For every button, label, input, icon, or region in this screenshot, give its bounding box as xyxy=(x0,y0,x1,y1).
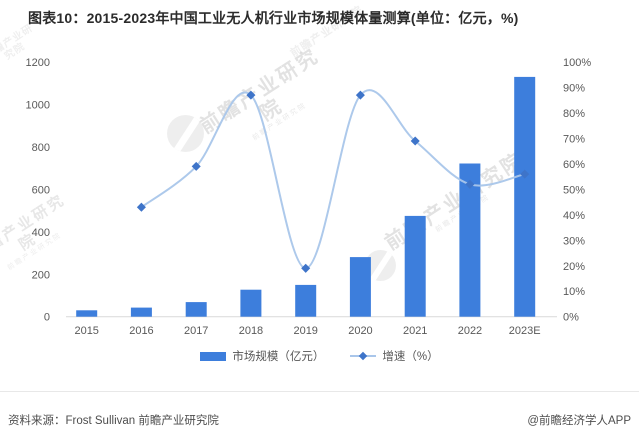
x-axis-label-2016: 2016 xyxy=(129,325,153,337)
bar-2021 xyxy=(404,215,426,317)
left-axis-tick: 1200 xyxy=(26,57,50,69)
right-axis-tick: 40% xyxy=(563,210,585,222)
growth-marker-2019 xyxy=(301,263,311,273)
right-axis-tick: 20% xyxy=(563,261,585,273)
growth-marker-2016 xyxy=(136,202,146,212)
growth-marker-2017 xyxy=(191,161,201,171)
left-axis-tick: 400 xyxy=(32,227,50,239)
x-axis-label-2015: 2015 xyxy=(74,325,98,337)
legend-item-growth[interactable]: 增速（%） xyxy=(350,348,439,364)
line-swatch-diamond-icon xyxy=(359,351,368,361)
footer: 资料来源：Frost Sullivan 前瞻产业研究院 @前瞻经济学人APP xyxy=(8,412,631,428)
right-axis-tick: 10% xyxy=(563,286,585,298)
right-axis-tick: 90% xyxy=(563,82,585,94)
left-axis-tick: 1000 xyxy=(26,99,50,111)
bar-2023E xyxy=(514,76,536,317)
bar-2015 xyxy=(76,310,98,317)
left-axis-tick: 600 xyxy=(32,184,50,196)
right-axis-tick: 80% xyxy=(563,108,585,120)
right-axis-tick: 50% xyxy=(563,184,585,196)
right-axis-tick: 70% xyxy=(563,133,585,145)
bar-2022 xyxy=(459,163,481,317)
right-axis-tick: 0% xyxy=(563,312,579,324)
source-text: 资料来源：Frost Sullivan 前瞻产业研究院 xyxy=(8,415,219,427)
x-axis-label-2019: 2019 xyxy=(293,325,317,337)
bar-2016 xyxy=(130,307,152,317)
bar-2018 xyxy=(240,289,262,317)
left-axis-tick: 0 xyxy=(44,312,50,324)
footer-divider xyxy=(0,391,639,392)
chart-legend: 市场规模（亿元） 增速（%） xyxy=(0,348,639,364)
chart-canvas: 0 200 400 600 800 1000 1200 0% 10% 20% 30% 40% 50% 60… xyxy=(26,57,592,337)
bar-2020 xyxy=(349,257,371,317)
legend-label-growth: 增速（%） xyxy=(382,351,439,363)
right-axis-tick: 30% xyxy=(563,235,585,247)
right-axis-tick: 100% xyxy=(563,57,591,69)
chart-title: 图表10：2015-2023年中国工业无人机行业市场规模体量测算(单位：亿元，%… xyxy=(28,10,519,26)
x-axis-label-2020: 2020 xyxy=(348,325,372,337)
line-swatch-icon xyxy=(350,351,377,361)
legend-item-market-size[interactable]: 市场规模（亿元） xyxy=(200,348,324,364)
credit-text: @前瞻经济学人APP xyxy=(527,415,631,427)
bar-swatch-icon xyxy=(200,351,227,361)
x-axis-label-2023E: 2023E xyxy=(509,325,541,337)
legend-label-market-size: 市场规模（亿元） xyxy=(232,351,325,363)
bar-2019 xyxy=(295,284,317,317)
growth-line xyxy=(140,89,525,270)
x-axis-label-2021: 2021 xyxy=(403,325,427,337)
bar-2017 xyxy=(185,302,207,317)
growth-marker-2018 xyxy=(246,90,256,100)
left-axis-tick: 800 xyxy=(32,142,50,154)
x-axis-label-2022: 2022 xyxy=(458,325,482,337)
x-axis-label-2018: 2018 xyxy=(239,325,263,337)
right-axis-tick: 60% xyxy=(563,159,585,171)
x-axis-label-2017: 2017 xyxy=(184,325,208,337)
left-axis-tick: 200 xyxy=(32,269,50,281)
